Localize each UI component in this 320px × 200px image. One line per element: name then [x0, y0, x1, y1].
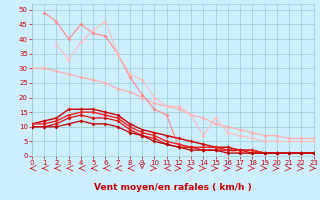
X-axis label: Vent moyen/en rafales ( km/h ): Vent moyen/en rafales ( km/h ) [94, 183, 252, 192]
